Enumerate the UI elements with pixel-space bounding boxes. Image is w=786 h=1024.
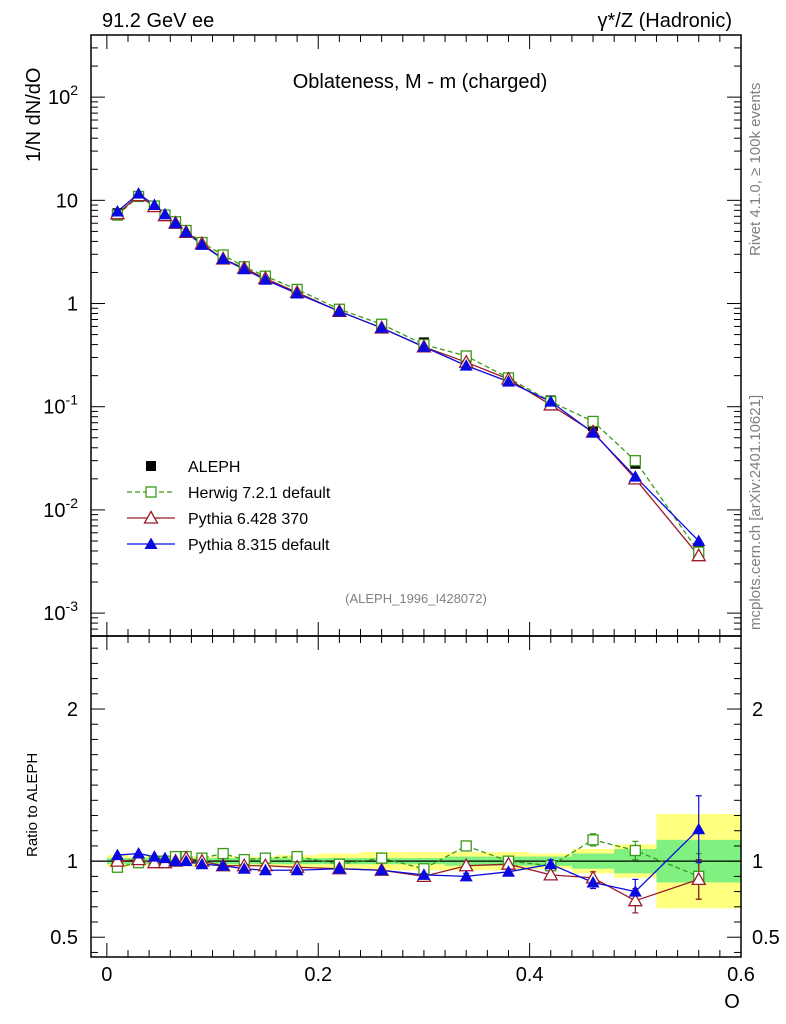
- ratio-y-tick-label-right: 2: [752, 699, 763, 721]
- ratio-point-s1-16: [543, 867, 559, 881]
- legend-label-1: Herwig 7.2.1 default: [188, 485, 331, 502]
- ratio-point-s2-2: [147, 850, 161, 862]
- ratio-point-s2-14: [459, 869, 473, 882]
- main-point-s3-16: [544, 395, 558, 407]
- legend-marker-1: [145, 486, 157, 498]
- ratio-point-s2-0: [110, 848, 124, 861]
- ratio-point-s2-19: [692, 822, 706, 835]
- ratio-point-s2-6: [195, 857, 209, 870]
- ratio-point-s1-18: [627, 892, 643, 907]
- ratio-point-s2-4: [169, 854, 183, 867]
- legend-marker-2: [143, 510, 159, 524]
- ratio-point-s1-19: [691, 871, 707, 886]
- main-point-s3-2: [147, 198, 161, 211]
- ratio-y-tick-label: 2: [67, 699, 78, 721]
- main-y-tick-label: 10-1: [43, 392, 78, 419]
- ratio-point-s2-11: [332, 862, 346, 874]
- ratio-point-s2-18: [628, 885, 642, 897]
- ratio-point-s2-13: [417, 868, 431, 880]
- main-point-s3-15: [501, 375, 515, 387]
- ratio-point-s2-10: [290, 863, 304, 876]
- ratio-y-tick-label-right: 0.5: [752, 927, 780, 949]
- legend-marker-3: [144, 537, 158, 549]
- main-y-tick-label: 10-3: [43, 598, 78, 625]
- ratio-point-s1-1: [130, 851, 147, 866]
- main-point-s3-13: [417, 340, 431, 352]
- header-energy: 91.2 GeV ee: [102, 10, 214, 32]
- main-point-s3-14: [459, 359, 473, 371]
- ratio-y-tick-label: 0.5: [50, 927, 78, 949]
- ratio-y-tick-label: 1: [67, 851, 78, 873]
- main-y-tick-label: 10-2: [43, 495, 78, 522]
- chart-title: Oblateness, M - m (charged): [293, 71, 548, 93]
- analysis-tag: (ALEPH_1996_I428072): [345, 591, 487, 606]
- ratio-point-s0-7: [217, 847, 229, 860]
- ratio-y-axis-label: Ratio to ALEPH: [24, 753, 41, 857]
- main-point-s3-8: [237, 262, 251, 275]
- main-point-s3-9: [258, 273, 272, 285]
- ratio-point-s2-7: [216, 859, 230, 871]
- side-label-rivet: Rivet 4.1.0, ≥ 100k events: [747, 83, 764, 256]
- main-point-s3-10: [290, 287, 304, 299]
- main-point-s1-18: [629, 455, 641, 467]
- legend-label-3: Pythia 8.315 default: [188, 537, 330, 554]
- x-tick-label: 0.2: [304, 964, 332, 986]
- ratio-point-s2-17: [586, 875, 600, 888]
- legend-label-2: Pythia 6.428 370: [188, 511, 308, 528]
- legend-label-0: ALEPH: [188, 459, 240, 476]
- x-tick-label: 0.6: [727, 964, 755, 986]
- ratio-point-s0-14: [460, 840, 472, 852]
- ratio-y-tick-label-right: 1: [752, 851, 763, 873]
- main-point-s3-4: [169, 216, 183, 229]
- main-y-axis-label: 1/N dN/dO: [23, 68, 45, 162]
- main-y-tick-label: 1: [67, 294, 78, 316]
- legend: ALEPH Herwig 7.2.1 default Pythia 6.428 37…: [127, 459, 331, 554]
- x-tick-label: 0: [101, 964, 112, 986]
- ratio-point-s0-17: [587, 834, 599, 846]
- header-process: γ*/Z (Hadronic): [598, 10, 732, 32]
- ratio-point-s2-3: [158, 851, 172, 864]
- x-axis-label: O: [724, 991, 740, 1013]
- main-y-tick-label: 10: [56, 190, 78, 212]
- ratio-point-s2-9: [258, 863, 272, 876]
- ratio-panel: Ratio to ALEPH O 0.5 0.5 1 1 2 2 0 0.2 0.4 0.6: [24, 635, 780, 1013]
- side-label-mcplots: mcplots.cern.ch [arXiv:2401.10621]: [747, 395, 764, 630]
- main-panel: Oblateness, M - m (charged) (ALEPH_1996_…: [23, 34, 742, 637]
- ratio-point-s2-15: [501, 865, 515, 877]
- main-point-s3-12: [375, 321, 389, 333]
- ratio-point-s2-16: [544, 857, 558, 870]
- x-tick-label: 0.4: [516, 964, 544, 986]
- ratio-point-s0-18: [629, 844, 641, 857]
- ratio-point-s2-5: [179, 854, 193, 867]
- main-point-s3-19: [692, 534, 706, 546]
- ratio-point-s2-8: [237, 862, 251, 874]
- ratio-point-s1-0: [109, 853, 126, 867]
- ratio-point-s2-12: [375, 863, 389, 876]
- main-point-s3-18: [628, 470, 642, 482]
- main-point-s3-11: [332, 304, 346, 317]
- main-y-tick-label: 102: [48, 82, 78, 109]
- main-point-s3-5: [179, 225, 193, 238]
- main-point-s3-1: [132, 187, 146, 199]
- main-point-s3-3: [158, 207, 172, 220]
- ratio-point-s0-12: [376, 852, 388, 864]
- ratio-frame: [90, 635, 742, 958]
- legend-marker-0: [146, 461, 156, 471]
- main-point-s3-6: [195, 238, 209, 250]
- main-point-s3-7: [216, 252, 230, 265]
- main-point-s2-19: [691, 547, 707, 562]
- main-point-s3-17: [586, 426, 600, 438]
- main-point-s3-0: [110, 204, 124, 217]
- ratio-point-s1-2: [146, 854, 163, 869]
- ratio-point-s2-1: [132, 847, 146, 859]
